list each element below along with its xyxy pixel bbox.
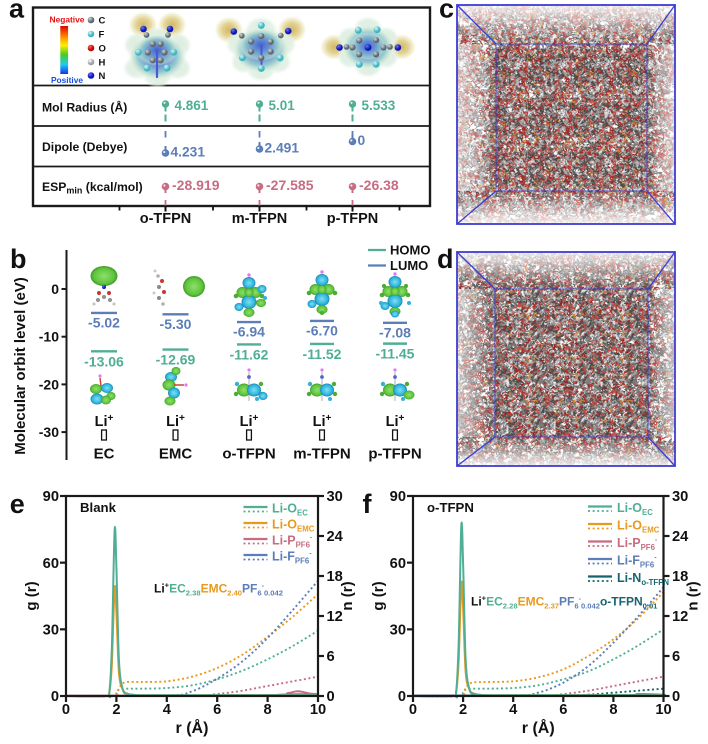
- svg-text:n (r): n (r): [685, 581, 702, 610]
- svg-text:-26.38: -26.38: [359, 177, 399, 193]
- svg-text:6: 6: [327, 649, 335, 665]
- svg-text:-11.62: -11.62: [230, 346, 269, 362]
- svg-text:-28.919: -28.919: [172, 177, 220, 193]
- svg-text:m-TFPN: m-TFPN: [232, 211, 288, 227]
- svg-text:p-TFPN: p-TFPN: [327, 211, 379, 227]
- svg-text:10: 10: [655, 702, 671, 718]
- svg-text:f: f: [363, 489, 373, 519]
- svg-text:0: 0: [327, 689, 335, 705]
- svg-text:12: 12: [327, 609, 343, 625]
- svg-text:N: N: [99, 71, 106, 82]
- svg-text:0: 0: [62, 702, 70, 718]
- svg-text:30: 30: [43, 623, 59, 639]
- svg-text:C: C: [99, 15, 106, 26]
- svg-text:c: c: [439, 0, 454, 24]
- svg-text:5.01: 5.01: [269, 98, 296, 113]
- svg-text:12: 12: [672, 609, 688, 625]
- svg-text:-30: -30: [39, 424, 59, 440]
- svg-text:-6.70: -6.70: [306, 322, 338, 338]
- svg-text:o-TFPN: o-TFPN: [140, 211, 192, 227]
- svg-text:m-TFPN: m-TFPN: [293, 446, 351, 463]
- svg-text:b: b: [10, 244, 27, 274]
- svg-text:-6.94: -6.94: [233, 324, 265, 340]
- svg-text:8: 8: [609, 702, 617, 718]
- svg-text:6: 6: [213, 702, 221, 718]
- svg-text:24: 24: [327, 529, 344, 545]
- svg-text:30: 30: [672, 489, 688, 505]
- svg-text:0: 0: [672, 689, 680, 705]
- svg-text:a: a: [9, 0, 25, 24]
- svg-text:5.533: 5.533: [362, 98, 396, 113]
- svg-text:-10: -10: [39, 329, 59, 345]
- svg-text:H: H: [99, 57, 106, 68]
- svg-text:ESPmin (kcal/mol): ESPmin (kcal/mol): [42, 180, 143, 196]
- svg-text:0: 0: [358, 133, 366, 148]
- svg-text:Negative: Negative: [50, 15, 85, 25]
- svg-text:e: e: [10, 489, 25, 519]
- svg-text:LUMO: LUMO: [390, 258, 428, 273]
- svg-text:o-TFPN: o-TFPN: [427, 500, 474, 515]
- svg-text:Li+EC2.38EMC2.40PF6-0.042: Li+EC2.38EMC2.40PF6-0.042: [154, 580, 283, 597]
- svg-text:d: d: [437, 244, 454, 274]
- svg-text:0: 0: [409, 702, 417, 718]
- svg-text:2.491: 2.491: [265, 141, 300, 156]
- svg-text:18: 18: [672, 569, 688, 585]
- svg-text:Dipole (Debye): Dipole (Debye): [42, 140, 127, 154]
- svg-text:4: 4: [509, 702, 518, 718]
- svg-text:18: 18: [327, 569, 343, 585]
- svg-text:r (Å): r (Å): [176, 718, 209, 737]
- svg-text:g (r): g (r): [370, 581, 387, 610]
- svg-text:6: 6: [672, 649, 680, 665]
- svg-text:90: 90: [43, 489, 59, 505]
- svg-text:60: 60: [43, 556, 59, 572]
- svg-text:Li+EC2.28EMC2.37PF6-0.042o-TFP: Li+EC2.28EMC2.37PF6-0.042o-TFPN0.01: [471, 594, 658, 611]
- svg-text:F: F: [99, 29, 105, 40]
- svg-text:2: 2: [459, 702, 467, 718]
- svg-text:-11.45: -11.45: [376, 346, 415, 362]
- svg-text:0: 0: [51, 281, 59, 297]
- svg-text:O: O: [99, 43, 106, 54]
- svg-text:4: 4: [163, 702, 172, 718]
- svg-text:HOMO: HOMO: [390, 243, 430, 258]
- svg-text:2: 2: [112, 702, 120, 718]
- svg-text:-5.30: -5.30: [160, 316, 192, 332]
- svg-text:-7.08: -7.08: [379, 324, 411, 340]
- svg-text:EC: EC: [94, 446, 115, 463]
- svg-text:8: 8: [264, 702, 272, 718]
- svg-text:Positive: Positive: [51, 75, 83, 85]
- svg-text:EMC: EMC: [159, 446, 193, 463]
- svg-text:24: 24: [672, 529, 689, 545]
- svg-text:-11.52: -11.52: [303, 346, 342, 362]
- svg-text:6: 6: [559, 702, 567, 718]
- svg-text:-5.02: -5.02: [88, 314, 120, 330]
- svg-text:0: 0: [398, 689, 406, 705]
- svg-text:4.861: 4.861: [175, 98, 209, 113]
- svg-text:g (r): g (r): [23, 581, 40, 610]
- svg-text:o-TFPN: o-TFPN: [222, 446, 275, 463]
- svg-text:30: 30: [390, 623, 406, 639]
- svg-text:-12.69: -12.69: [156, 352, 196, 368]
- svg-text:-27.585: -27.585: [266, 177, 314, 193]
- svg-text:Blank: Blank: [80, 500, 117, 515]
- svg-text:10: 10: [310, 702, 326, 718]
- svg-text:90: 90: [390, 489, 406, 505]
- svg-text:4.231: 4.231: [171, 145, 206, 160]
- svg-text:30: 30: [327, 489, 343, 505]
- svg-text:Mol Radius (Å): Mol Radius (Å): [42, 99, 127, 114]
- svg-text:n (r): n (r): [339, 581, 356, 610]
- svg-text:r (Å): r (Å): [522, 718, 555, 737]
- svg-text:-20: -20: [39, 376, 59, 392]
- svg-text:60: 60: [390, 556, 406, 572]
- svg-text:Molecular orbit level (eV): Molecular orbit level (eV): [12, 277, 29, 455]
- svg-text:p-TFPN: p-TFPN: [368, 446, 421, 463]
- svg-text:-13.06: -13.06: [84, 353, 124, 369]
- svg-text:0: 0: [51, 689, 59, 705]
